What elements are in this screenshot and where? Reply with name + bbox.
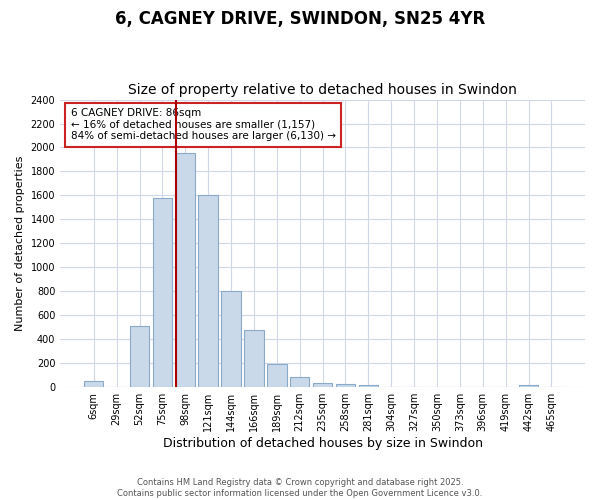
- Text: 6 CAGNEY DRIVE: 86sqm
← 16% of detached houses are smaller (1,157)
84% of semi-d: 6 CAGNEY DRIVE: 86sqm ← 16% of detached …: [71, 108, 335, 142]
- Bar: [176, 154, 195, 387]
- Bar: [404, 386, 424, 387]
- Bar: [267, 364, 287, 387]
- Bar: [199, 196, 218, 387]
- Bar: [427, 386, 447, 387]
- Bar: [84, 381, 103, 387]
- Bar: [221, 292, 241, 387]
- Bar: [130, 326, 149, 387]
- Bar: [359, 386, 378, 387]
- Y-axis label: Number of detached properties: Number of detached properties: [15, 156, 25, 331]
- Title: Size of property relative to detached houses in Swindon: Size of property relative to detached ho…: [128, 83, 517, 97]
- X-axis label: Distribution of detached houses by size in Swindon: Distribution of detached houses by size …: [163, 437, 482, 450]
- Text: Contains HM Land Registry data © Crown copyright and database right 2025.
Contai: Contains HM Land Registry data © Crown c…: [118, 478, 482, 498]
- Bar: [336, 384, 355, 387]
- Bar: [382, 386, 401, 387]
- Bar: [519, 385, 538, 387]
- Text: 6, CAGNEY DRIVE, SWINDON, SN25 4YR: 6, CAGNEY DRIVE, SWINDON, SN25 4YR: [115, 10, 485, 28]
- Bar: [313, 383, 332, 387]
- Bar: [244, 330, 263, 387]
- Bar: [152, 198, 172, 387]
- Bar: [290, 377, 310, 387]
